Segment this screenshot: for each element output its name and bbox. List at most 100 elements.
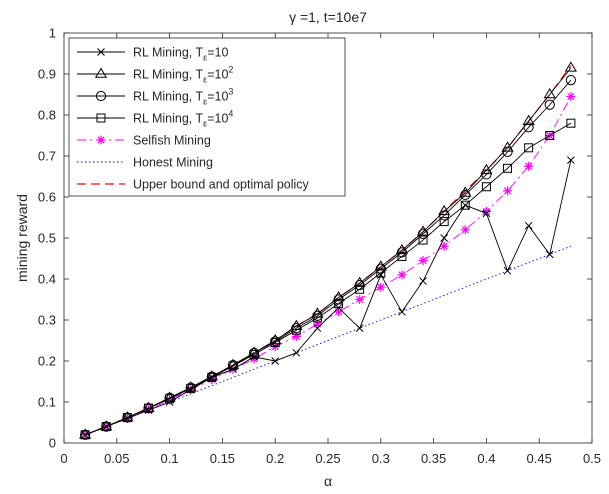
- data-point: [290, 319, 303, 330]
- x-tick-label: 0.15: [210, 451, 235, 466]
- data-point: [374, 260, 387, 271]
- data-point: [543, 88, 556, 99]
- x-tick-label: 0.2: [266, 451, 284, 466]
- ticks-layer: 0 0.05 0.1 0.15 0.2 0.25 0.3 0.35 0.4 0.45 0.5 0 0.1…: [38, 26, 601, 467]
- data-point: [186, 383, 196, 393]
- x-tick-label: 0.4: [477, 451, 495, 466]
- data-point: [143, 403, 154, 414]
- data-point: [440, 234, 449, 242]
- x-tick-label: 0.3: [372, 451, 390, 466]
- x-tick-label: 0.45: [527, 451, 552, 466]
- y-tick-label: 0.5: [38, 231, 56, 246]
- legend-item: RL Mining, Tε=103: [77, 87, 233, 107]
- data-point: [143, 404, 153, 414]
- data-point: [395, 243, 409, 255]
- legend-label: RL Mining, Tε=103: [133, 87, 233, 107]
- data-point: [80, 430, 90, 440]
- data-point: [312, 313, 322, 323]
- y-tick-label: 0.2: [38, 354, 56, 369]
- data-point: [101, 421, 112, 432]
- data-point: [439, 210, 450, 221]
- data-point: [122, 412, 133, 423]
- data-point: [228, 361, 238, 371]
- data-point: [355, 284, 365, 294]
- data-point: [418, 256, 428, 266]
- legend-label: RL Mining, Tε=102: [133, 65, 233, 85]
- legend-item: RL Mining, Tε=10: [77, 46, 228, 63]
- data-point: [292, 348, 301, 357]
- data-point: [376, 282, 386, 292]
- data-point: [482, 209, 491, 218]
- data-point: [417, 228, 429, 239]
- data-point: [503, 163, 513, 173]
- series-5: [84, 245, 572, 436]
- data-point: [545, 131, 555, 140]
- data-point: [355, 295, 365, 304]
- data-point: [460, 225, 470, 235]
- data-point: [524, 143, 534, 153]
- data-point: [481, 182, 491, 192]
- y-tick-label: 0.4: [38, 272, 56, 287]
- data-point: [249, 354, 259, 364]
- data-point: [544, 99, 555, 110]
- data-point: [545, 250, 554, 259]
- legend-label: RL Mining, Tε=104: [133, 109, 233, 129]
- data-point: [567, 156, 575, 164]
- data-point: [523, 122, 534, 133]
- y-axis-label: mining reward: [14, 194, 30, 282]
- legend-label: Upper bound and optimal policy: [133, 178, 310, 192]
- data-point: [416, 225, 430, 236]
- data-point: [460, 189, 471, 201]
- data-point: [291, 331, 301, 341]
- data-point: [355, 324, 364, 333]
- series-3: [80, 118, 576, 440]
- data-point: [313, 324, 322, 333]
- data-point: [481, 169, 492, 180]
- x-tick-label: 0.1: [161, 451, 179, 466]
- data-point: [418, 235, 428, 245]
- x-tick-label: 0.35: [421, 451, 446, 466]
- data-point: [439, 241, 449, 251]
- y-tick-label: 0: [49, 436, 56, 451]
- data-point: [564, 61, 577, 72]
- data-point: [397, 251, 407, 261]
- series-line: [84, 160, 572, 436]
- y-tick-label: 0.1: [38, 395, 56, 410]
- data-point: [97, 48, 105, 56]
- data-point: [95, 90, 107, 102]
- y-tick-label: 1: [49, 26, 56, 41]
- legend-label: Honest Mining: [133, 156, 213, 170]
- data-point: [96, 113, 106, 123]
- data-point: [101, 422, 111, 432]
- data-point: [332, 290, 345, 302]
- data-point: [270, 336, 281, 347]
- data-point: [502, 146, 513, 157]
- series-2: [80, 75, 576, 440]
- data-point: [96, 135, 106, 145]
- data-point: [334, 307, 344, 317]
- x-axis-label: α: [324, 473, 332, 489]
- legend-item: Upper bound and optimal policy: [77, 178, 310, 192]
- data-point: [311, 307, 324, 318]
- data-point: [376, 268, 386, 278]
- data-point: [80, 429, 91, 440]
- legend-item: RL Mining, Tε=104: [77, 109, 233, 129]
- data-point: [291, 325, 301, 335]
- y-tick-label: 0.6: [38, 190, 56, 205]
- data-point: [165, 395, 175, 405]
- y-tick-label: 0.3: [38, 313, 56, 328]
- legend-label: RL Mining, Tε=10: [133, 46, 228, 63]
- data-point: [565, 75, 576, 86]
- data-point: [480, 163, 493, 175]
- x-tick-label: 0.05: [104, 451, 129, 466]
- y-tick-label: 0.7: [38, 149, 56, 164]
- data-point: [165, 394, 175, 404]
- data-point: [398, 307, 406, 316]
- data-point: [249, 349, 259, 359]
- data-point: [566, 118, 576, 128]
- legend-item: RL Mining, Tε=102: [77, 65, 233, 85]
- data-point: [419, 277, 427, 285]
- x-tick-label: 0.25: [315, 451, 340, 466]
- y-tick-label: 0.9: [38, 67, 56, 82]
